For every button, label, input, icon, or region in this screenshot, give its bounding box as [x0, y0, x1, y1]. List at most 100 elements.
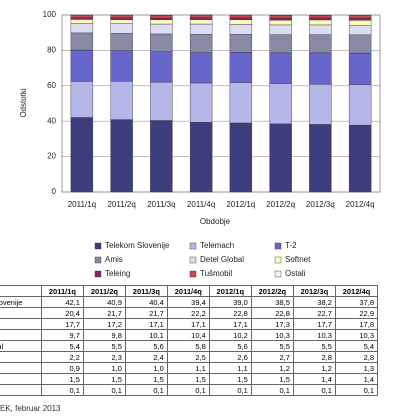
bar-segment: [150, 17, 173, 20]
table-cell: 5,5: [292, 340, 336, 352]
bar-segment: [189, 82, 213, 123]
bar-segment: [348, 17, 372, 21]
legend-swatch: [189, 270, 197, 278]
table-cell: 42,1: [40, 296, 84, 308]
row-label: Detel Global: [0, 340, 42, 352]
table-cell: 5,5: [82, 340, 126, 352]
row-label: Tušmobil: [0, 373, 42, 385]
bar-segment: [309, 17, 332, 21]
bar-segment: [229, 122, 253, 193]
table-header: 2011/3q: [124, 285, 168, 297]
table-cell: 0,9: [40, 362, 84, 374]
bar-segment: [110, 33, 133, 51]
table-cell: 5,4: [334, 340, 379, 352]
table-cell: 0,1: [334, 384, 379, 396]
bar-segment: [70, 14, 94, 19]
table-cell: 1,5: [250, 373, 294, 385]
x-tick-label: 2012/4q: [346, 200, 375, 209]
table-cell: 5,4: [40, 340, 84, 352]
table-cell: 10,4: [166, 329, 210, 341]
bar-segment: [229, 82, 253, 124]
bar-segment: [70, 81, 94, 118]
y-tick-label: 0: [52, 187, 57, 196]
x-axis-label: Obdobje: [200, 217, 231, 226]
bar-segment: [348, 124, 372, 193]
y-tick-label: 40: [47, 116, 56, 125]
bar-segment: [189, 17, 213, 20]
legend-swatch: [274, 242, 282, 250]
bar-segment: [269, 19, 292, 26]
table-cell: 2,6: [208, 351, 252, 363]
bar-segment: [309, 124, 332, 193]
table-cell: 38,5: [250, 296, 294, 308]
bar-segment: [269, 17, 292, 21]
bar-segment: [70, 117, 94, 193]
bar-segment: [348, 34, 372, 54]
bar-segment: [309, 34, 332, 54]
bar-segment: [269, 123, 292, 193]
table-cell: 2,2: [40, 351, 84, 363]
legend-label: Detel Global: [200, 255, 244, 264]
x-tick-label: 2011/2q: [107, 200, 135, 209]
bar-segment: [110, 17, 133, 20]
table-cell: 10,3: [334, 329, 379, 341]
row-label: Amis: [0, 329, 42, 341]
x-tick-label: 2011/3q: [147, 200, 175, 209]
table-cell: 2,4: [124, 351, 168, 363]
y-tick-label: 100: [43, 10, 57, 19]
table-cell: 0,1: [82, 384, 126, 396]
bar-segment: [150, 19, 173, 25]
table-cell: 5,8: [166, 340, 210, 352]
table-cell: 10,3: [292, 329, 336, 341]
bar-segment: [110, 23, 133, 34]
table-cell: 0,1: [166, 384, 210, 396]
row-label: Telekom Slovenije: [0, 296, 42, 308]
table-cell: 1,5: [124, 373, 168, 385]
table-header: 2011/4q: [166, 285, 210, 297]
bar-segment: [229, 34, 253, 53]
x-tick-label: 2012/3q: [306, 200, 335, 209]
legend-label: Telekom Slovenije: [105, 241, 170, 250]
table-header: 2012/3q: [292, 285, 336, 297]
bar-segment: [110, 19, 133, 24]
row-label: Telemach: [0, 307, 42, 319]
table-cell: 0,1: [208, 384, 252, 396]
bar-segment: [189, 19, 213, 25]
table-cell: 22,8: [208, 307, 252, 319]
bar-segment: [189, 34, 213, 53]
table-cell: 21,7: [124, 307, 168, 319]
y-tick-label: 20: [47, 152, 56, 161]
bar-segment: [110, 119, 133, 193]
table-cell: 1,4: [334, 373, 379, 385]
chart: Odstotki Obdobje 0 20 40 60 80 100 2011/1q 2011…: [19, 10, 381, 278]
plot-back: [61, 14, 381, 193]
table-cell: 1,1: [166, 362, 210, 374]
table-cell: 1,5: [208, 373, 252, 385]
source: EK, februar 2013: [0, 404, 61, 413]
y-tick-label: 60: [47, 81, 56, 90]
table-cell: 0,1: [250, 384, 294, 396]
bar-segment: [150, 120, 173, 193]
table-cell: 17,2: [82, 318, 126, 330]
legend-swatch: [94, 270, 102, 278]
bar-segment: [269, 34, 292, 54]
bar-segment: [269, 15, 292, 19]
table-cell: 1,3: [334, 362, 379, 374]
table-cell: 10,2: [208, 329, 252, 341]
table-cell: 2,3: [82, 351, 126, 363]
table-cell: 22,8: [250, 307, 294, 319]
legend-swatch: [189, 256, 197, 264]
table-cell: 22,7: [292, 307, 336, 319]
y-axis-label: Odstotki: [19, 88, 28, 118]
legend-label: Telemach: [200, 241, 234, 250]
bar-segment: [309, 19, 332, 26]
legend-swatch: [94, 242, 102, 250]
bar-segment: [348, 52, 372, 85]
bar-segment: [150, 15, 173, 19]
bar-segment: [348, 20, 372, 26]
bar-segment: [229, 17, 253, 20]
x-tick-label: 2011/1q: [68, 200, 96, 209]
table-cell: 37,8: [334, 296, 379, 308]
table-cell: 17,1: [166, 318, 210, 330]
